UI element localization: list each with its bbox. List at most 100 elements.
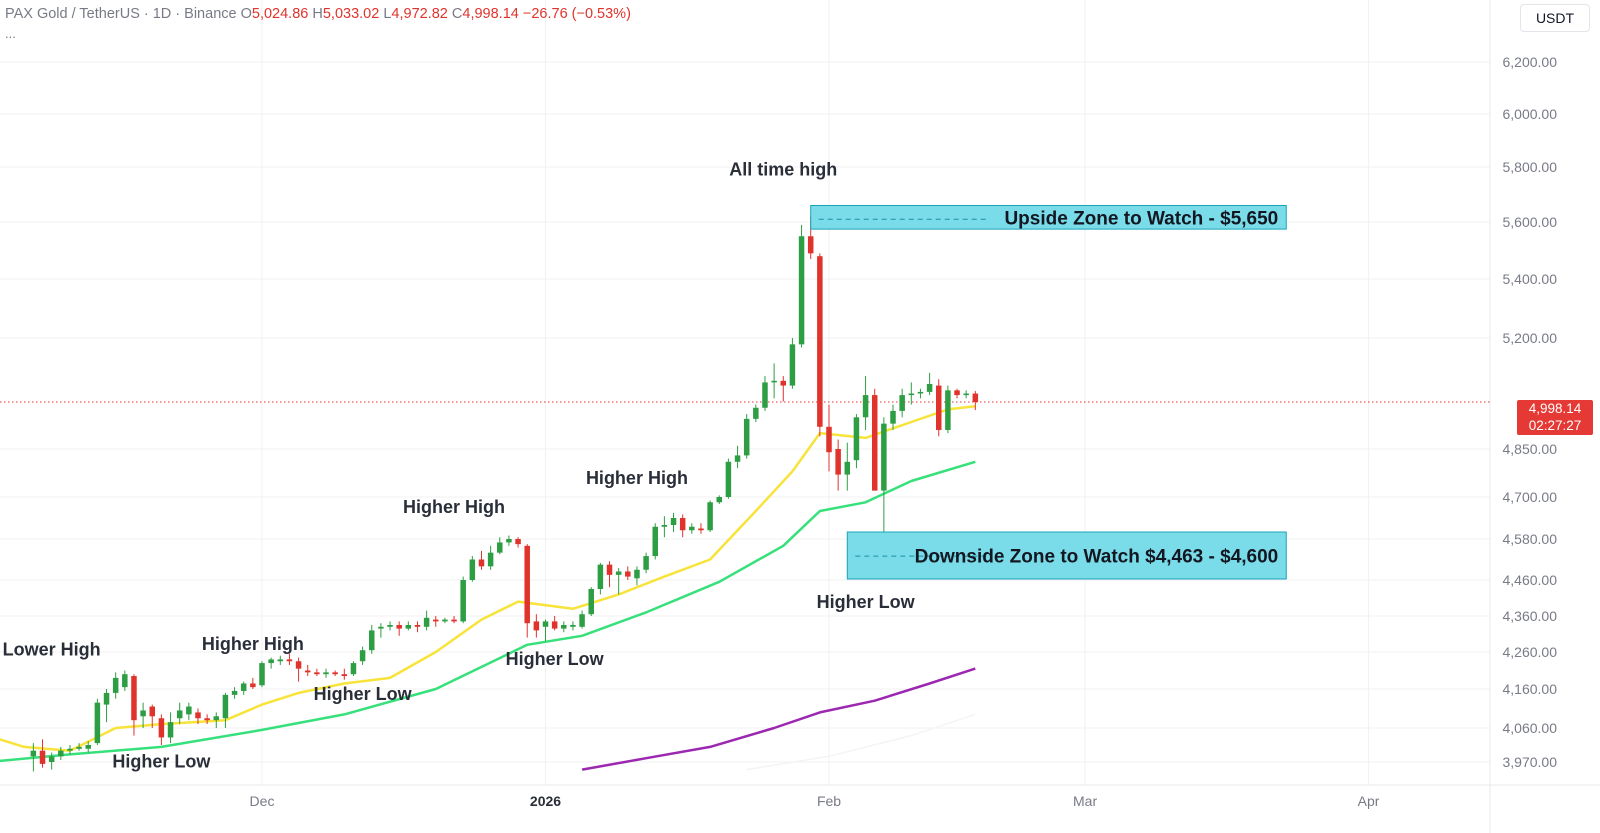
candle: [826, 404, 832, 472]
upside-zone: Upside Zone to Watch - $5,650: [810, 205, 1287, 230]
candle-body: [30, 750, 37, 757]
annotation-label: Higher Low: [112, 752, 211, 772]
ema-mid-line: [0, 460, 976, 763]
more-indicators-button[interactable]: ...: [5, 26, 16, 41]
price-tick-label: 4,160.00: [1503, 681, 1558, 697]
candle: [67, 745, 73, 755]
time-tick-label: Feb: [817, 793, 841, 809]
candle: [853, 414, 860, 469]
candle-body: [652, 526, 658, 557]
candle-body: [112, 677, 119, 693]
candle: [771, 363, 777, 399]
candle-body: [131, 676, 137, 721]
candle-body: [853, 417, 860, 461]
price-tick-label: 4,060.00: [1503, 720, 1558, 736]
candle: [533, 614, 540, 638]
candle-body: [588, 589, 594, 615]
candle: [643, 552, 649, 574]
candle-body: [615, 571, 622, 575]
candle: [817, 253, 823, 437]
candlesticks: [30, 216, 979, 772]
candle-body: [689, 526, 695, 531]
candle-body: [798, 236, 805, 345]
candle: [789, 338, 796, 389]
candle-body: [213, 716, 220, 721]
candle: [899, 388, 905, 418]
symbol-title: PAX Gold / TetherUS · 1D · Binance: [5, 6, 237, 22]
candle-body: [204, 718, 210, 721]
zone-box: [810, 205, 1287, 230]
candle: [332, 670, 338, 677]
candle: [149, 704, 156, 728]
candle: [551, 616, 558, 631]
candle-body: [533, 621, 540, 631]
candle: [85, 741, 91, 753]
candle-body: [579, 614, 585, 627]
candle: [743, 414, 750, 459]
ema-slowest-line: [746, 713, 976, 771]
candle-body: [743, 418, 750, 456]
axes: 6,200.00 6,000.00 5,800.00 5,600.00 5,400.00…: [250, 54, 1558, 809]
candle-body: [158, 718, 165, 738]
open-value: 5,024.86: [251, 6, 309, 22]
candle-body: [94, 702, 101, 744]
price-tick-label: 4,850.00: [1503, 441, 1558, 457]
candle: [862, 376, 869, 430]
candle: [634, 566, 640, 586]
candle-body: [396, 625, 402, 629]
candle: [176, 702, 183, 725]
candle-body: [39, 750, 46, 764]
candle: [835, 439, 841, 491]
close-label: C: [451, 6, 463, 22]
candle-body: [972, 393, 979, 403]
candle: [76, 743, 82, 751]
candle-body: [350, 663, 357, 675]
candle-body: [945, 390, 951, 430]
candle-body: [935, 385, 942, 430]
candle: [195, 708, 201, 725]
candle-body: [469, 559, 476, 580]
candle: [167, 712, 174, 744]
low-value: 4,972.82: [391, 6, 448, 22]
candle-body: [515, 539, 521, 545]
candle: [506, 535, 512, 546]
candle-body: [734, 455, 741, 462]
annotation-label: Higher High: [202, 634, 304, 654]
candle-body: [140, 710, 146, 717]
last-price: 4,998.14: [1528, 401, 1582, 416]
candle: [405, 621, 412, 631]
time-tick-label: Apr: [1358, 793, 1380, 809]
price-tick-label: 4,260.00: [1503, 644, 1558, 660]
price-tick-label: 3,970.00: [1503, 754, 1558, 770]
last-price-tag: 4,998.14 02:27:27: [1517, 400, 1593, 435]
candle-body: [753, 407, 759, 419]
candle: [606, 561, 613, 588]
candle: [240, 681, 247, 695]
candle-body: [707, 502, 713, 531]
time-tick-label: 2026: [530, 793, 561, 809]
price-tick-label: 5,800.00: [1503, 159, 1558, 175]
candle-body: [149, 706, 156, 717]
annotation-label: Higher Low: [817, 592, 916, 612]
candle: [378, 623, 384, 638]
candle: [204, 714, 210, 725]
candle: [350, 661, 357, 677]
candle: [579, 610, 585, 629]
candle-body: [871, 395, 878, 491]
candle: [442, 617, 448, 624]
candle-body: [67, 748, 73, 751]
candle-body: [405, 625, 412, 629]
candle: [103, 689, 110, 723]
candle-body: [542, 621, 549, 627]
candle-body: [661, 525, 668, 527]
candle: [39, 739, 46, 768]
candle-body: [497, 542, 503, 553]
candle: [250, 677, 256, 689]
currency-button[interactable]: USDT: [1520, 4, 1590, 32]
price-tick-label: 6,200.00: [1503, 54, 1558, 70]
candle-body: [332, 672, 338, 675]
candle: [881, 417, 887, 532]
candle-body: [277, 659, 284, 662]
candle: [423, 610, 430, 631]
